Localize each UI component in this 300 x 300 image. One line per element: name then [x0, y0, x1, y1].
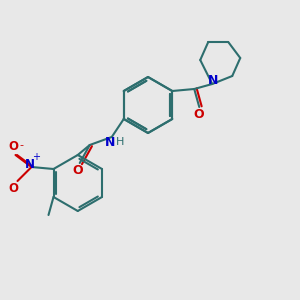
- Text: N: N: [105, 136, 115, 148]
- Text: O: O: [8, 182, 19, 196]
- Text: -: -: [20, 140, 23, 150]
- Text: O: O: [72, 164, 83, 178]
- Text: N: N: [208, 74, 218, 88]
- Text: O: O: [8, 140, 19, 154]
- Text: H: H: [116, 137, 124, 147]
- Text: N: N: [25, 158, 34, 172]
- Text: O: O: [193, 109, 204, 122]
- Text: +: +: [32, 152, 40, 162]
